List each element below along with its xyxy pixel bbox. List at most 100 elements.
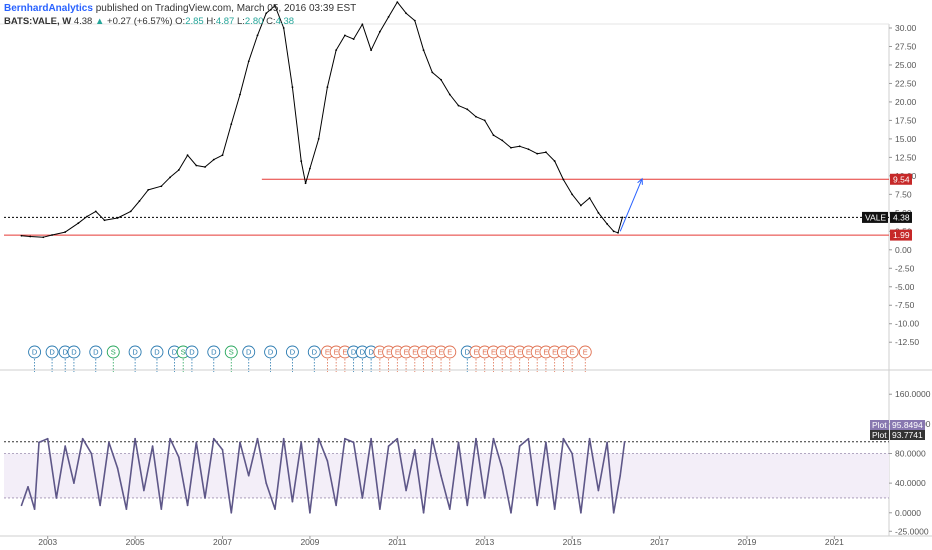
last-price-tag: 4.38 (893, 212, 910, 222)
event-marker (264, 345, 278, 359)
oscillator-point (33, 508, 36, 510)
oscillator-point (282, 437, 285, 440)
event-label: D (312, 348, 318, 357)
event-label: E (583, 348, 588, 357)
price-tick-label: -5.00 (895, 282, 915, 292)
event-marker (106, 345, 120, 359)
event-label: E (377, 348, 382, 357)
price-point (116, 217, 119, 219)
time-tick-label: 2017 (650, 537, 669, 547)
price-point (370, 49, 373, 52)
price-point (606, 223, 609, 225)
price-point (309, 167, 311, 170)
oscillator-point (309, 511, 311, 514)
price-point (457, 104, 460, 107)
event-label: E (500, 348, 505, 357)
open-label: O: (175, 16, 186, 27)
price-point (475, 115, 477, 118)
price-point (518, 145, 521, 148)
price-point (20, 234, 23, 237)
price-point (352, 38, 355, 40)
event-marker (207, 345, 221, 359)
oscillator-point (580, 511, 582, 514)
oscillator-point (414, 448, 416, 451)
event-label: E (561, 348, 566, 357)
event-label: D (71, 348, 77, 357)
event-label: D (172, 348, 178, 357)
price-point (405, 12, 407, 15)
event-marker (45, 345, 59, 359)
event-label: S (181, 348, 186, 357)
horizontal-lines (4, 178, 889, 236)
symbol-label: BATS:VALE, W (4, 16, 72, 27)
price-point (562, 178, 565, 181)
price-point (545, 151, 547, 154)
event-label: E (325, 348, 330, 357)
price-point (291, 86, 294, 89)
event-label: D (368, 348, 374, 357)
osc-value-tag-bg (890, 430, 925, 440)
price-point (204, 166, 206, 168)
event-label: E (342, 348, 347, 357)
time-tick-label: 2009 (300, 537, 319, 547)
oscillator-point (431, 437, 434, 440)
price-point (94, 210, 97, 213)
price-point (304, 182, 307, 185)
oscillator-point (518, 445, 521, 447)
oscillator-point (73, 482, 75, 484)
time-tick-label: 2013 (475, 537, 494, 547)
price-change: +0.27 (+6.57%) (107, 16, 173, 27)
oscillator-point (387, 445, 390, 447)
event-marker (307, 345, 321, 359)
price-point (510, 146, 512, 149)
event-label: D (211, 348, 217, 357)
event-label: S (111, 348, 116, 357)
oscillator-point (55, 497, 58, 499)
event-marker (565, 345, 579, 359)
osc-tick-label: 40.0000 (895, 478, 926, 488)
low-label: L: (236, 16, 245, 27)
price-point (501, 139, 504, 142)
price-point (588, 197, 591, 199)
oscillator-point (483, 497, 486, 499)
projection-arrowhead (637, 177, 643, 185)
event-marker (67, 345, 81, 359)
oscillator-point (291, 500, 294, 503)
oscillator-point (612, 511, 615, 514)
price-point (282, 27, 285, 29)
event-label: S (229, 348, 234, 357)
oscillator-point (212, 437, 215, 440)
price-point (343, 34, 346, 37)
price-point (177, 169, 180, 171)
price-point (492, 134, 495, 137)
time-tick-label: 2019 (738, 537, 757, 547)
price-point (335, 49, 338, 52)
price-point (536, 152, 539, 155)
time-tick-label: 2005 (126, 537, 145, 547)
price-point (265, 12, 268, 15)
oscillator-point (396, 437, 399, 440)
oscillator-point (46, 437, 49, 440)
chart-header: BernhardAnalytics published on TradingVi… (4, 2, 356, 28)
price-point (553, 160, 556, 162)
oscillator-point (160, 508, 163, 510)
price-point (527, 148, 530, 151)
oscillator-point (562, 437, 565, 440)
author-link[interactable]: BernhardAnalytics (4, 3, 93, 14)
event-label: E (570, 348, 575, 357)
price-point (147, 189, 150, 191)
symbol-tag-bg (862, 211, 888, 223)
price-tick-label: -12.50 (895, 337, 919, 347)
event-label: D (62, 348, 68, 357)
osc-tick-label: 160.0000 (895, 389, 931, 399)
oscillator-point (143, 489, 145, 492)
oscillator-point (527, 437, 530, 440)
price-point (413, 19, 416, 22)
oscillator-point (38, 441, 40, 444)
price-point (239, 93, 241, 96)
oscillator-point (492, 437, 495, 440)
osc-name-tag-bg (870, 430, 889, 440)
oscillator-point (99, 504, 101, 507)
oscillator-point (169, 437, 171, 440)
price-point (247, 60, 250, 63)
